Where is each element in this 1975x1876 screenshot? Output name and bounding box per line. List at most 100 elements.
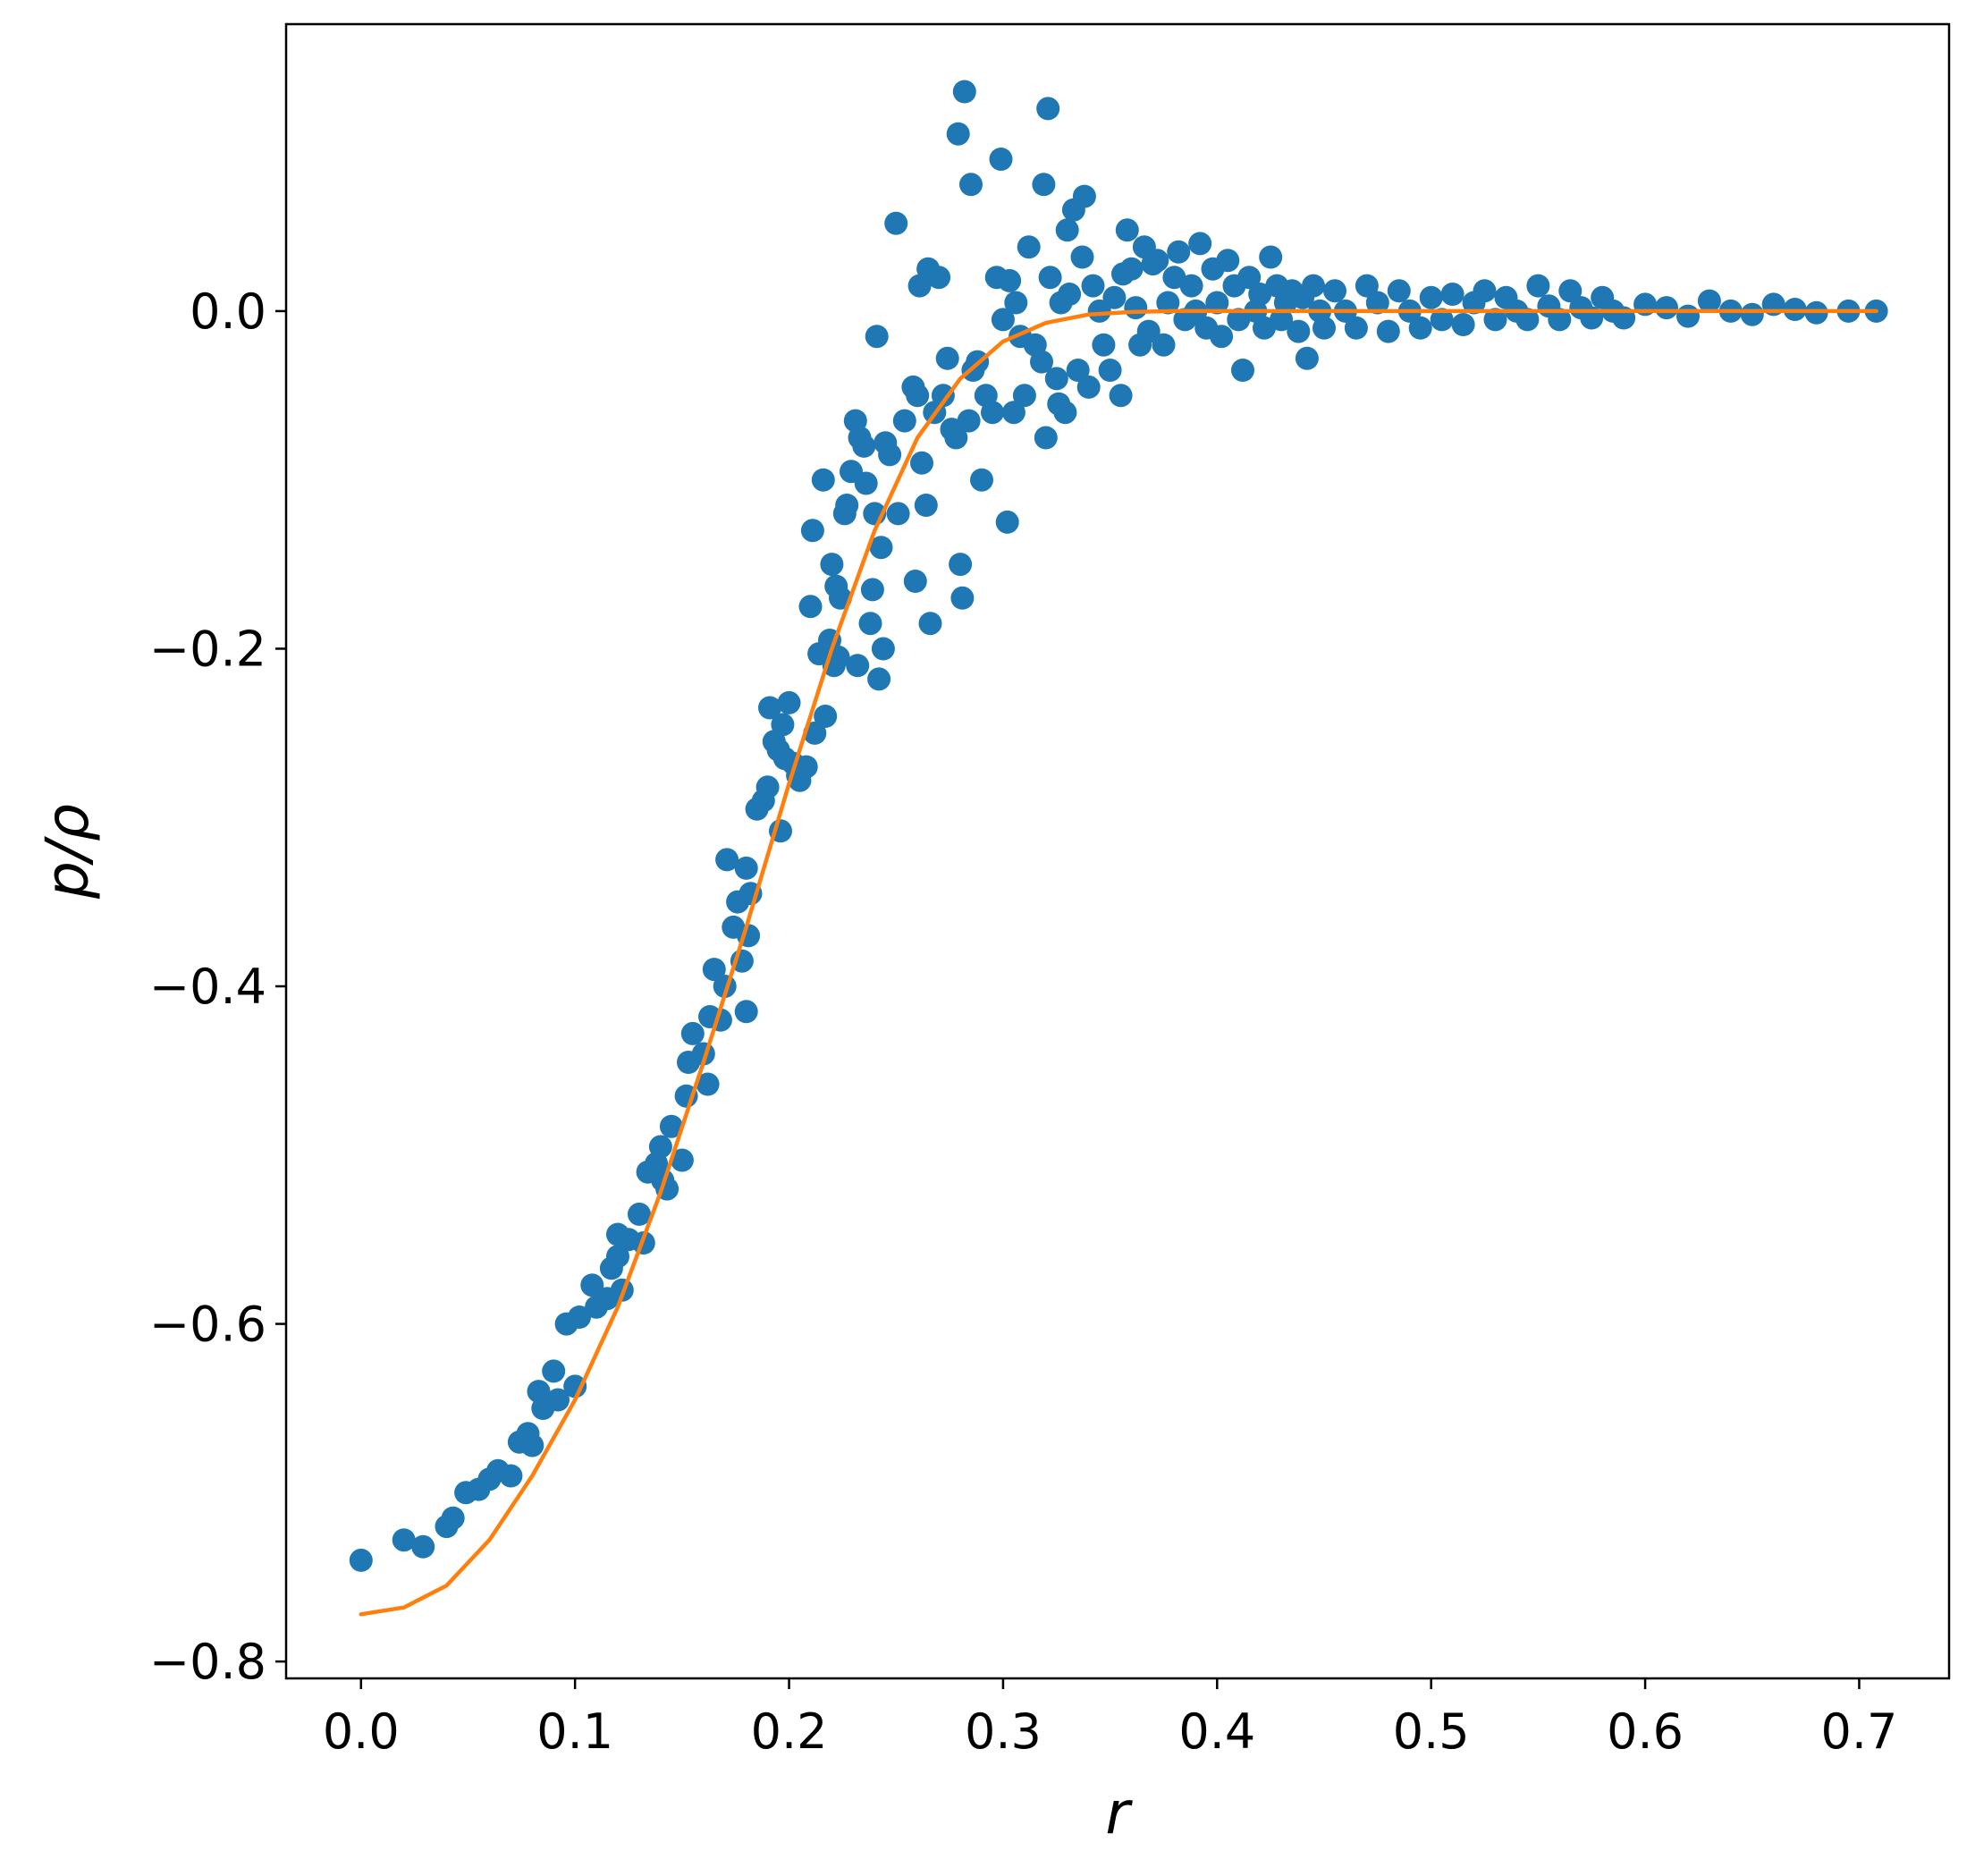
scatter-point <box>959 173 983 197</box>
y-tick-label: −0.6 <box>149 1297 266 1353</box>
scatter-point <box>820 553 844 577</box>
scatter-point <box>1152 333 1176 357</box>
scatter-point <box>1302 274 1325 298</box>
scatter-point <box>715 848 739 872</box>
scatter-point <box>867 667 891 691</box>
scatter-point <box>1087 299 1111 323</box>
scatter-point <box>1355 274 1379 298</box>
scatter-point <box>1558 279 1583 303</box>
scatter-point <box>628 1202 651 1226</box>
scatter-point <box>580 1273 604 1297</box>
scatter-point <box>935 346 959 370</box>
scatter-point <box>349 1548 373 1572</box>
y-axis-label: p/ρ <box>33 804 102 900</box>
scatter-point <box>865 325 889 349</box>
scatter-point <box>1430 308 1454 332</box>
scatter-point <box>1548 308 1572 332</box>
scatter-point <box>835 494 859 517</box>
scatter-point <box>546 1388 570 1412</box>
scatter-point <box>1136 319 1161 343</box>
scatter-point <box>659 1114 683 1138</box>
scatter-point <box>852 434 876 458</box>
scatter-point <box>392 1528 416 1552</box>
scatter-point <box>1216 249 1240 273</box>
scatter-point <box>670 1148 694 1172</box>
x-tick-label: 0.2 <box>751 1703 828 1760</box>
scatter-point <box>1387 279 1411 303</box>
scatter-point <box>1076 375 1101 399</box>
scatter-point <box>1344 316 1368 340</box>
scatter-point <box>1058 283 1082 306</box>
scatter-point <box>1124 296 1148 320</box>
scatter-point <box>1109 384 1133 408</box>
scatter-point <box>878 443 902 467</box>
scatter-point <box>1312 316 1336 340</box>
scatter-point <box>1205 291 1229 315</box>
scatter-point <box>1053 401 1077 425</box>
scatter-point <box>758 696 781 720</box>
scatter-point <box>1237 266 1262 290</box>
scatter-point <box>952 80 976 104</box>
x-tick-label: 0.0 <box>323 1703 400 1760</box>
scatter-point <box>794 755 818 779</box>
scatter-point <box>1655 296 1678 320</box>
scatter-point <box>734 856 758 880</box>
scatter-point <box>568 1306 591 1329</box>
scatter-point <box>858 612 882 636</box>
scatter-point <box>871 637 895 661</box>
y-tick-label: −0.8 <box>149 1634 266 1690</box>
x-tick-label: 0.4 <box>1178 1703 1255 1760</box>
scatter-point <box>800 519 824 543</box>
scatter-point <box>927 266 951 290</box>
scatter-point <box>1102 285 1127 309</box>
scatter-point <box>1440 283 1464 306</box>
scatter-point <box>1066 359 1090 382</box>
scatter-point <box>1098 359 1122 382</box>
scatter-point <box>1408 316 1432 340</box>
scatter-point <box>520 1433 544 1458</box>
scatter-point <box>970 468 993 492</box>
scatter-point <box>1017 235 1041 259</box>
scatter-point <box>931 384 955 408</box>
scatter-point <box>918 612 942 636</box>
scatter-point <box>860 578 884 602</box>
scatter-point <box>910 451 933 475</box>
x-tick-label: 0.6 <box>1607 1703 1684 1760</box>
scatter-point <box>1676 304 1700 328</box>
scatter-point <box>441 1506 465 1530</box>
y-tick-label: −0.2 <box>149 621 266 677</box>
x-tick-label: 0.5 <box>1393 1703 1470 1760</box>
y-tick-label: 0.0 <box>190 283 266 340</box>
scatter-point <box>680 1021 705 1045</box>
scatter-point <box>1044 367 1068 391</box>
scatter-point <box>991 308 1015 332</box>
x-axis-label: r <box>1105 1779 1133 1847</box>
scatter-point <box>1001 401 1025 425</box>
scatter-point <box>957 409 981 433</box>
scatter-point <box>884 211 908 235</box>
plot-area <box>349 80 1888 1617</box>
scatter-point <box>946 122 970 146</box>
scatter-point <box>846 654 870 678</box>
scatter-point <box>755 775 780 799</box>
scatter-point <box>648 1135 672 1159</box>
scatter-point <box>892 409 916 433</box>
scatter-point <box>1210 325 1234 349</box>
scatter-point <box>1070 245 1094 269</box>
scatter-point <box>798 595 823 619</box>
scatter-point <box>1036 97 1060 121</box>
scatter-point <box>1526 274 1550 298</box>
scatter-point <box>950 586 975 610</box>
scatter-point <box>1451 313 1475 336</box>
scatter-point <box>734 1000 758 1024</box>
scatter-point <box>1295 346 1319 370</box>
scatter-point <box>1156 291 1180 315</box>
plot-frame <box>284 22 1951 1680</box>
scatter-point <box>1012 384 1036 408</box>
scatter-point <box>606 1245 629 1269</box>
scatter-point <box>1115 218 1139 242</box>
x-tick-label: 0.7 <box>1821 1703 1898 1760</box>
scatter-point <box>886 502 910 526</box>
x-tick-label: 0.1 <box>536 1703 613 1760</box>
